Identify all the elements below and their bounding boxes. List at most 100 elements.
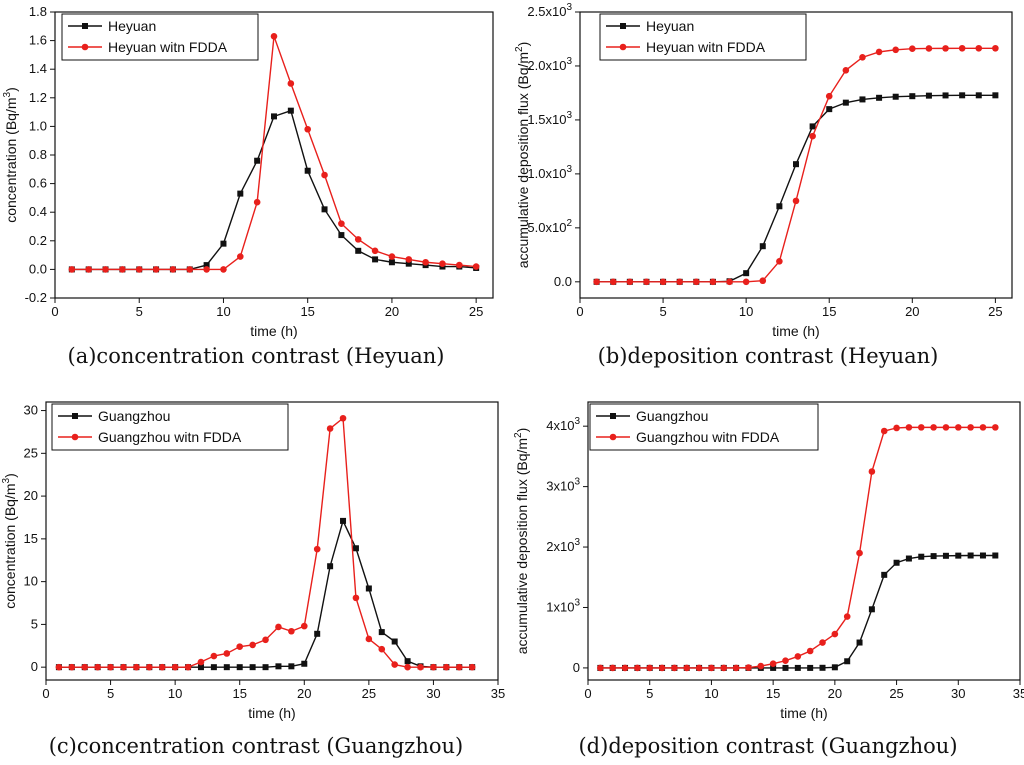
data-point: [859, 96, 866, 103]
x-tick-label: 10: [739, 304, 753, 319]
data-point: [626, 278, 634, 286]
data-point: [184, 663, 192, 671]
data-point: [992, 424, 999, 431]
x-tick-label: 5: [646, 686, 653, 701]
data-point: [430, 663, 437, 671]
y-tick-label: 0.6: [29, 176, 47, 191]
data-point: [85, 266, 92, 273]
data-point: [262, 636, 269, 644]
y-tick-label: 1.0: [29, 118, 47, 133]
data-point: [794, 653, 802, 660]
x-tick-label: 15: [766, 686, 780, 701]
x-tick-label: 10: [216, 304, 230, 319]
data-point: [825, 92, 833, 100]
data-point: [732, 664, 740, 672]
data-point: [905, 555, 912, 562]
data-point: [468, 663, 476, 671]
data-point: [909, 45, 916, 52]
data-point: [304, 167, 311, 174]
data-point: [388, 259, 395, 266]
data-point: [355, 247, 362, 254]
data-point: [275, 623, 282, 631]
data-point: [135, 266, 143, 273]
data-point: [925, 45, 933, 52]
y-axis-label: concentration (Bq/m3): [2, 87, 19, 223]
y-tick-label: 2.0x103: [527, 56, 572, 73]
data-point: [844, 658, 851, 665]
data-point: [388, 253, 396, 260]
data-point: [270, 33, 278, 40]
panel-b-chart: 0 5 10 15 20 25 0.0 5.0x102 1.0x103 1.5x103 2.0x10…: [514, 2, 1013, 339]
caption-c: (c)concentration contrast (Guangzhou): [48, 734, 464, 758]
data-point: [843, 613, 851, 620]
series-line-base: [58, 518, 473, 668]
data-point: [472, 263, 480, 270]
data-point: [954, 424, 962, 431]
data-point: [992, 44, 999, 52]
y-tick-label: 0.4: [29, 204, 47, 219]
data-point: [809, 123, 816, 130]
data-point: [769, 660, 777, 667]
series-line-fdda: [71, 36, 477, 271]
data-point: [856, 549, 863, 557]
data-point: [158, 663, 166, 671]
data-point: [249, 664, 256, 671]
data-point: [609, 278, 617, 286]
data-point: [979, 552, 986, 559]
legend-marker: [81, 43, 89, 51]
data-point: [417, 663, 424, 671]
legend-label: Guangzhou: [636, 408, 708, 424]
data-point: [422, 258, 429, 266]
data-point: [223, 650, 231, 657]
data-point: [676, 278, 683, 286]
y-tick-label: 20: [24, 488, 38, 503]
data-point: [876, 94, 883, 101]
caption-b: (b)deposition contrast (Heyuan): [597, 344, 939, 368]
y-axis-label: concentration (Bq/m3): [1, 473, 18, 609]
x-tick-label: 35: [491, 686, 505, 701]
data-point: [831, 630, 839, 638]
data-point: [757, 662, 765, 670]
data-point: [892, 46, 899, 54]
legend-label: Heyuan witn FDDA: [108, 39, 228, 55]
x-tick-label: 25: [988, 304, 1002, 319]
x-tick-label: 0: [51, 304, 58, 319]
data-point: [203, 262, 210, 269]
data-point: [210, 664, 217, 671]
data-point: [404, 658, 411, 665]
y-tick-label: 0.8: [29, 147, 47, 162]
data-point: [826, 106, 833, 113]
data-point: [967, 424, 974, 431]
data-point: [338, 232, 345, 239]
x-tick-label: 10: [168, 686, 182, 701]
data-point: [372, 256, 379, 263]
data-point: [352, 594, 360, 602]
data-point: [776, 258, 783, 265]
data-point: [236, 664, 243, 671]
data-point: [456, 261, 463, 269]
data-point: [831, 664, 838, 671]
y-axis-label: accumulative deposition flux (Bq/m2): [514, 42, 531, 269]
y-tick-label: 1x103: [546, 597, 580, 614]
legend-marker: [619, 43, 627, 51]
data-point: [880, 427, 888, 435]
data-point: [301, 660, 308, 667]
x-axis-label: time (h): [780, 705, 827, 721]
y-tick-label: 0: [31, 659, 38, 674]
x-axis-label: time (h): [248, 705, 295, 721]
x-tick-label: 30: [426, 686, 440, 701]
y-tick-label: 30: [24, 403, 38, 418]
y-tick-label: 1.0x103: [527, 164, 572, 181]
y-tick-label: 5.0x102: [527, 218, 572, 235]
caption-a: (a)concentration contrast (Heyuan): [67, 344, 445, 368]
data-point: [609, 664, 616, 672]
data-point: [203, 266, 210, 273]
legend-box: [51, 403, 289, 451]
data-point: [300, 622, 308, 630]
x-tick-label: 20: [905, 304, 919, 319]
legend-label: Guangzhou witn FDDA: [98, 429, 242, 445]
data-point: [275, 663, 282, 670]
data-point: [975, 44, 983, 52]
data-point: [152, 266, 160, 273]
legend-label: Heyuan witn FDDA: [646, 39, 766, 55]
